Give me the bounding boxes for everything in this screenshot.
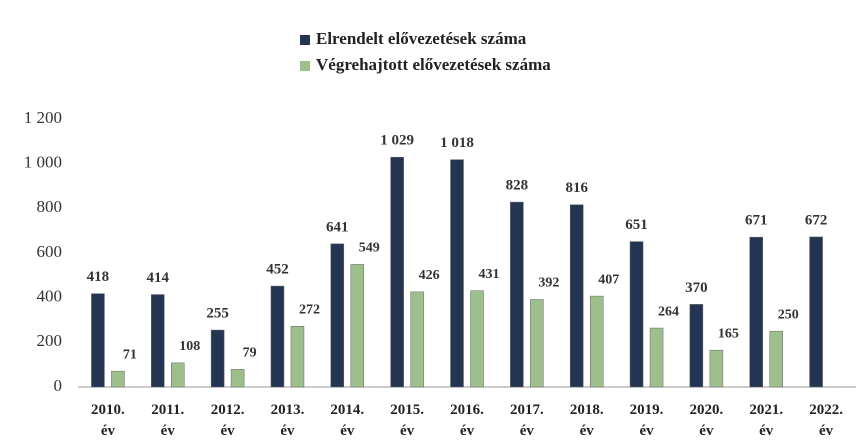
value-label: 1 018 — [440, 135, 474, 151]
bar — [710, 350, 723, 387]
y-tick-label: 600 — [37, 242, 63, 261]
y-tick-label: 200 — [37, 331, 63, 350]
legend-label: Elrendelt elővezetések száma — [316, 29, 527, 48]
bar — [111, 371, 124, 387]
value-label: 272 — [299, 302, 320, 317]
value-label: 108 — [179, 339, 200, 354]
chart: 0 200 400 600 800 1 000 1 200 Elrendelt előveze… — [0, 0, 859, 448]
bar — [231, 369, 244, 387]
value-label: 250 — [778, 307, 799, 322]
value-label: 79 — [243, 346, 257, 361]
x-tick-label: 2012. év — [203, 400, 253, 442]
value-label: 264 — [658, 304, 679, 319]
value-label: 165 — [718, 326, 739, 341]
value-label: 1 029 — [380, 133, 414, 149]
bar — [271, 286, 284, 387]
bar — [351, 264, 364, 387]
x-tick-label: 2018. év — [562, 400, 612, 442]
y-tick-label: 1 000 — [24, 153, 62, 172]
x-tick-label: 2021. év — [741, 400, 791, 442]
value-label: 672 — [805, 212, 828, 228]
bar — [91, 294, 104, 387]
bar — [471, 291, 484, 387]
value-label: 651 — [625, 217, 648, 233]
value-label: 407 — [598, 272, 619, 287]
value-label: 641 — [326, 219, 349, 235]
value-label: 370 — [685, 280, 708, 296]
value-label: 414 — [147, 270, 170, 286]
bar — [770, 331, 783, 387]
y-tick-label: 0 — [54, 376, 63, 395]
x-tick-label: 2013. év — [262, 400, 312, 442]
x-tick-label: 2020. év — [681, 400, 731, 442]
y-tick-label: 400 — [37, 287, 63, 306]
value-label: 392 — [538, 276, 559, 291]
legend-swatch — [300, 61, 310, 71]
legend-label: Végrehajtott elővezetések száma — [316, 55, 551, 74]
bar — [750, 237, 763, 387]
bar — [291, 326, 304, 387]
value-label: 828 — [506, 178, 529, 194]
bar — [391, 157, 404, 387]
value-label: 255 — [206, 305, 229, 321]
x-tick-label: 2019. év — [622, 400, 672, 442]
value-label: 426 — [419, 268, 440, 283]
bar — [411, 292, 424, 387]
value-label: 431 — [479, 267, 500, 282]
bar — [590, 296, 603, 387]
x-tick-label: 2011. év — [143, 400, 193, 442]
bar — [451, 160, 464, 387]
bar — [211, 330, 224, 387]
bar — [510, 202, 523, 387]
x-tick-label: 2010. év — [83, 400, 133, 442]
bar — [650, 328, 663, 387]
value-label: 418 — [87, 269, 110, 285]
bar — [151, 295, 164, 387]
bar — [171, 363, 184, 387]
y-tick-label: 800 — [37, 197, 63, 216]
value-label: 671 — [745, 213, 768, 229]
bar — [810, 237, 823, 387]
value-label: 549 — [359, 241, 380, 256]
chart-container: 0 200 400 600 800 1 000 1 200 Elrendelt előveze… — [0, 0, 859, 448]
x-tick-label: 2017. év — [502, 400, 552, 442]
value-label: 816 — [565, 180, 588, 196]
x-tick-label: 2014. év — [322, 400, 372, 442]
bar — [331, 244, 344, 387]
value-label: 452 — [266, 261, 289, 277]
legend-swatch — [300, 35, 310, 45]
bar — [690, 304, 703, 387]
bar — [570, 205, 583, 387]
bar — [630, 242, 643, 387]
x-tick-label: 2022. év — [801, 400, 851, 442]
y-tick-label: 1 200 — [24, 108, 62, 127]
value-label: 71 — [123, 347, 137, 362]
bar — [530, 299, 543, 387]
x-tick-label: 2016. év — [442, 400, 492, 442]
x-tick-label: 2015. év — [382, 400, 432, 442]
